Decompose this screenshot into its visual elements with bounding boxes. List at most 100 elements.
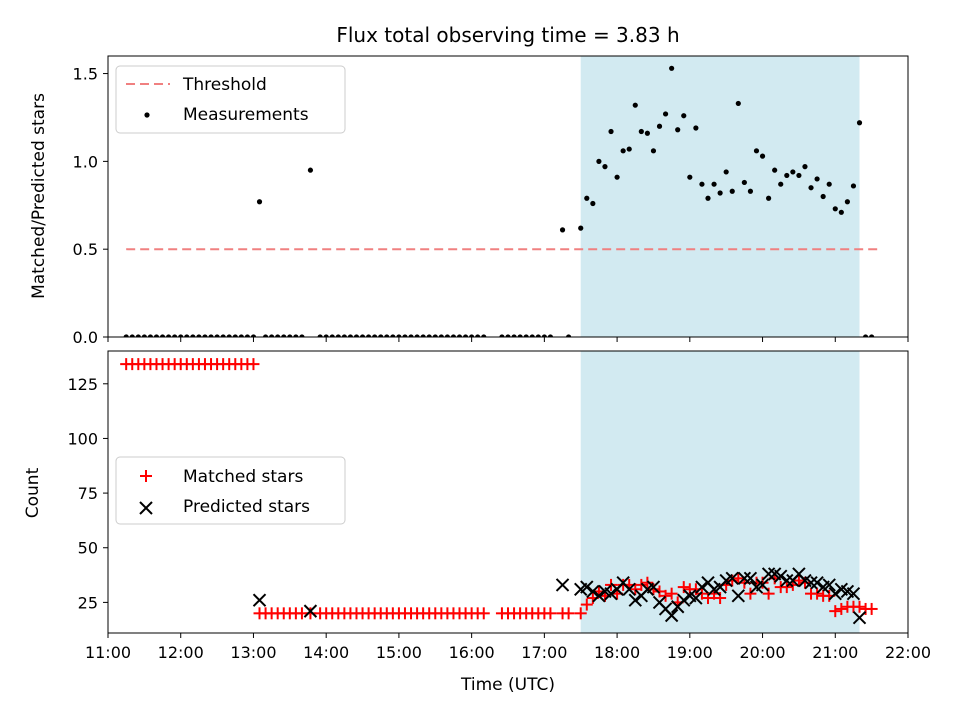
- predicted-star-point: [761, 567, 776, 581]
- measurement-point: [547, 334, 554, 337]
- measurement-point: [396, 334, 402, 337]
- matched-star-point: [647, 583, 660, 596]
- predicted-star-point: [689, 591, 703, 605]
- x-axis-label: Time (UTC): [460, 675, 555, 695]
- measurement-point: [307, 167, 314, 173]
- top-marks: [123, 65, 875, 337]
- x-tick-label: 16:00: [449, 643, 495, 662]
- predicted-star-point: [664, 608, 679, 623]
- measurement-point: [784, 172, 790, 179]
- measurement-point: [287, 334, 293, 337]
- measurement-point: [802, 164, 808, 170]
- matched-star-point: [726, 574, 739, 587]
- top-shaded-region: [580, 56, 860, 337]
- measurement-point: [820, 193, 826, 200]
- predicted-star-point: [725, 571, 739, 586]
- matched-star-point: [653, 585, 666, 598]
- measurement-point: [275, 334, 281, 337]
- legend-measurements-label: Measurements: [183, 105, 309, 125]
- matched-star-point: [732, 572, 745, 585]
- measurement-point: [844, 199, 850, 205]
- measurement-point: [335, 334, 341, 337]
- predicted-star-point: [252, 593, 267, 607]
- top-panel: 0.0 0.5 1.0 1.5 Matched/Predicted stars Thr…: [29, 55, 909, 347]
- predicted-star-point: [828, 586, 842, 601]
- matched-star-point: [659, 589, 672, 602]
- x-tick-label: 19:00: [667, 643, 713, 662]
- measurement-point: [190, 334, 196, 337]
- measurement-point: [596, 158, 602, 164]
- measurement-point: [353, 334, 360, 337]
- measurement-point: [741, 179, 747, 186]
- measurement-point: [578, 225, 584, 231]
- matched-star-point: [580, 598, 593, 611]
- measurement-point: [408, 334, 414, 337]
- predicted-star-point: [774, 569, 788, 583]
- measurement-point: [341, 334, 347, 337]
- top-y-ticks: 0.0 0.5 1.0 1.5: [73, 65, 108, 347]
- measurement-point: [511, 334, 517, 337]
- matched-star-point: [695, 587, 708, 600]
- matched-star-point: [811, 587, 824, 600]
- x-tick-label: 18:00: [594, 643, 640, 662]
- matched-star-point: [477, 607, 490, 620]
- measurement-point: [196, 334, 202, 337]
- predicted-star-point: [303, 604, 318, 618]
- predicted-star-point: [580, 580, 594, 594]
- measurement-point: [717, 190, 723, 196]
- measurement-point: [590, 200, 596, 207]
- predicted-star-point: [586, 584, 600, 599]
- measurement-point: [329, 334, 335, 337]
- measurement-point: [669, 65, 675, 71]
- measurement-point: [832, 206, 838, 212]
- measurement-point: [420, 334, 426, 337]
- measurement-point: [317, 334, 323, 337]
- x-tick-label: 14:00: [303, 643, 349, 662]
- chart-title: Flux total observing time = 3.83 h: [336, 23, 679, 47]
- measurement-point: [535, 334, 541, 337]
- matched-star-point: [574, 607, 587, 620]
- measurement-point: [850, 183, 857, 189]
- measurement-point: [141, 334, 147, 337]
- measurement-point: [226, 334, 232, 337]
- bottom-y-tick-label: 100: [67, 429, 98, 448]
- measurement-point: [656, 123, 663, 129]
- measurement-point: [838, 209, 844, 215]
- predicted-star-point: [804, 576, 818, 590]
- measurement-point: [705, 195, 711, 201]
- measurement-point: [699, 181, 705, 187]
- measurement-point: [262, 334, 269, 337]
- x-tick-label: 17:00: [521, 643, 567, 662]
- measurement-point: [299, 334, 305, 337]
- measurement-point: [402, 334, 408, 337]
- bottom-panel: 11:00 12:00 13:00 14:00 15:00 16:00 17:00 18:00…: [23, 350, 931, 695]
- bottom-y-tick-label: 125: [67, 375, 98, 394]
- measurement-point: [747, 188, 754, 194]
- legend-measurements-swatch: [144, 112, 150, 118]
- measurement-point: [444, 334, 450, 337]
- measurement-point: [432, 334, 438, 337]
- measurement-point: [135, 334, 141, 337]
- top-y-axis-label: Matched/Predicted stars: [29, 93, 49, 299]
- measurement-point: [178, 334, 184, 337]
- legend-threshold-label: Threshold: [182, 75, 267, 95]
- matched-star-point: [835, 602, 848, 615]
- measurement-point: [505, 334, 511, 337]
- bottom-legend: Matched stars Predicted stars: [115, 456, 346, 525]
- measurement-point: [475, 334, 481, 337]
- measurement-point: [523, 334, 529, 337]
- legend-predicted-label: Predicted stars: [183, 497, 310, 517]
- bottom-x-ticks: 11:00 12:00 13:00 14:00 15:00 16:00 17:00 18:00…: [85, 633, 931, 662]
- predicted-star-point: [822, 578, 836, 592]
- predicted-star-point: [852, 610, 867, 625]
- measurement-point: [438, 334, 444, 337]
- measurement-point: [650, 148, 657, 154]
- measurement-point: [681, 113, 687, 119]
- measurement-point: [450, 334, 457, 337]
- measurement-point: [384, 334, 390, 337]
- measurement-point: [456, 334, 463, 337]
- measurement-point: [693, 125, 699, 131]
- measurement-point: [862, 334, 869, 337]
- measurement-point: [238, 334, 244, 337]
- measurement-point: [632, 102, 638, 108]
